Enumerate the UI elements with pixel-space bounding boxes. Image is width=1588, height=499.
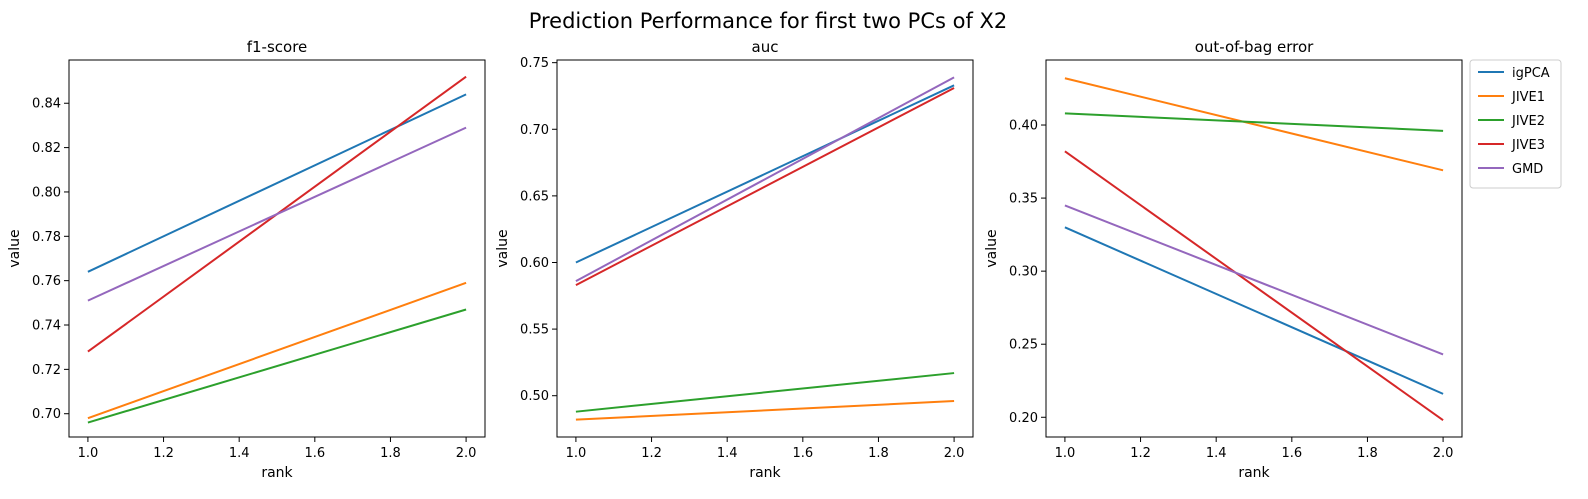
panel-1-x-tick-label: 2.0 bbox=[456, 446, 477, 461]
panel-3-x-tick-label: 1.4 bbox=[1206, 446, 1227, 461]
panel-2-y-tick-label: 0.50 bbox=[520, 389, 549, 404]
panel-1-x-tick-label: 1.6 bbox=[304, 446, 325, 461]
panel-1-x-tick-label: 1.4 bbox=[229, 446, 250, 461]
panel-3-title: out-of-bag error bbox=[1195, 38, 1314, 56]
panel-1-series-igpca-line bbox=[87, 93, 467, 273]
panel-3-x-tick-label: 1.8 bbox=[1357, 446, 1378, 461]
panel-2-x-axis-label: rank bbox=[749, 465, 781, 481]
panel-2-series-jive3-line bbox=[575, 87, 955, 287]
panel-2-axes-frame bbox=[556, 59, 974, 438]
legend-label-jive3: JIVE3 bbox=[1511, 138, 1545, 153]
panel-3-y-tick-label: 0.20 bbox=[1009, 411, 1038, 426]
panel-3-series-jive2-line bbox=[1064, 112, 1444, 132]
panel-3-series-jive1-line bbox=[1064, 77, 1444, 172]
panel-2-series-gmd-line bbox=[575, 76, 955, 283]
panel-2-y-tick-label: 0.60 bbox=[520, 256, 549, 271]
legend-label-gmd: GMD bbox=[1512, 162, 1543, 177]
panel-3-y-tick-label: 0.30 bbox=[1009, 265, 1038, 280]
panel-1-x-tick-label: 1.8 bbox=[380, 446, 401, 461]
legend-frame bbox=[1469, 59, 1562, 189]
panel-1-series-jive2-line bbox=[87, 308, 467, 424]
panel-1-y-tick-label: 0.84 bbox=[32, 97, 61, 112]
panel-2-y-tick-label: 0.70 bbox=[520, 123, 549, 138]
panel-3-y-tick-label: 0.40 bbox=[1009, 119, 1038, 134]
panel-2-x-tick-label: 1.2 bbox=[641, 446, 662, 461]
panel-3-x-tick-label: 2.0 bbox=[1433, 446, 1454, 461]
panel-1-y-tick-label: 0.82 bbox=[32, 141, 61, 156]
figure-title: Prediction Performance for first two PCs… bbox=[529, 9, 1008, 33]
panel-2-series-jive2-line bbox=[575, 372, 955, 413]
panel-1-axes-frame bbox=[68, 59, 486, 438]
panel-1-y-tick-label: 0.76 bbox=[32, 274, 61, 289]
panel-1-y-tick-label: 0.70 bbox=[32, 407, 61, 422]
panel-1-series-jive1-line bbox=[87, 281, 467, 420]
panel-2-title: auc bbox=[752, 38, 779, 56]
legend-label-jive2: JIVE2 bbox=[1511, 114, 1545, 129]
panel-2-x-tick-label: 2.0 bbox=[944, 446, 965, 461]
panel-1-x-axis-label: rank bbox=[261, 465, 293, 481]
panel-1-y-tick-label: 0.80 bbox=[32, 185, 61, 200]
panel-2: 1.0 1.2 1.4 1.6 1.8 2.0 0.50 0.55 0.60 0.65 0.70 0.… bbox=[495, 38, 974, 481]
panel-1-y-tick-label: 0.78 bbox=[32, 230, 61, 245]
panel-3-axes-frame bbox=[1045, 59, 1463, 438]
panel-1-series-gmd-line bbox=[87, 126, 467, 302]
panel-2-x-tick-label: 1.4 bbox=[717, 446, 738, 461]
legend-label-igpca: igPCA bbox=[1512, 66, 1550, 81]
panel-1-y-tick-label: 0.72 bbox=[32, 363, 61, 378]
panel-1-title: f1-score bbox=[247, 38, 308, 56]
panel-3-y-axis-label: value bbox=[984, 229, 1000, 267]
panel-2-x-tick-label: 1.0 bbox=[566, 446, 587, 461]
panel-3-series-gmd-line bbox=[1064, 204, 1444, 356]
panel-1-x-tick-label: 1.2 bbox=[153, 446, 174, 461]
panel-3-series-igpca-line bbox=[1064, 226, 1444, 395]
panel-1-x-tick-label: 1.0 bbox=[78, 446, 99, 461]
panel-1: 1.0 1.2 1.4 1.6 1.8 2.0 0.70 0.72 0.74 0.76 0.78 0.… bbox=[7, 38, 486, 481]
panel-2-y-tick-label: 0.65 bbox=[520, 189, 549, 204]
panel-1-y-axis-label: value bbox=[7, 229, 23, 267]
legend: igPCA JIVE1 JIVE2 JIVE3 GMD bbox=[1469, 59, 1562, 189]
legend-label-jive1: JIVE1 bbox=[1511, 90, 1545, 105]
panel-3-x-tick-label: 1.6 bbox=[1281, 446, 1302, 461]
panel-3-x-axis-label: rank bbox=[1238, 465, 1270, 481]
panel-1-y-tick-label: 0.74 bbox=[32, 319, 61, 334]
panel-2-series-jive1-line bbox=[575, 400, 955, 421]
panel-3-x-tick-label: 1.2 bbox=[1130, 446, 1151, 461]
panel-3-x-tick-label: 1.0 bbox=[1055, 446, 1076, 461]
panel-2-y-axis-label: value bbox=[495, 229, 511, 267]
panel-2-y-tick-label: 0.75 bbox=[520, 56, 549, 71]
panel-3-y-tick-label: 0.35 bbox=[1009, 192, 1038, 207]
panel-2-x-tick-label: 1.6 bbox=[792, 446, 813, 461]
panel-2-x-tick-label: 1.8 bbox=[868, 446, 889, 461]
panel-2-y-tick-label: 0.55 bbox=[520, 323, 549, 338]
panel-3-series-jive3-line bbox=[1064, 150, 1444, 422]
panel-2-series-igpca-line bbox=[575, 84, 955, 264]
panel-3: 1.0 1.2 1.4 1.6 1.8 2.0 0.20 0.25 0.30 0.35 0.40 ou… bbox=[984, 38, 1463, 481]
panel-3-y-tick-label: 0.25 bbox=[1009, 338, 1038, 353]
